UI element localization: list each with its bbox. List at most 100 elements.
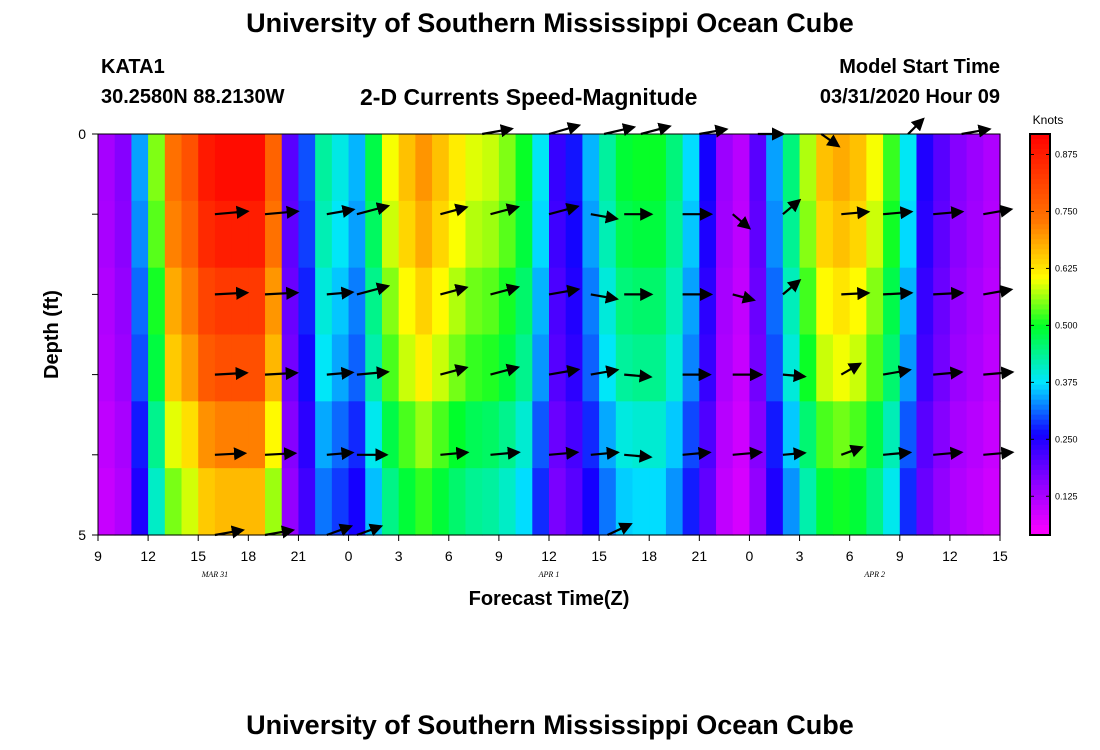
- heatmap-cell: [682, 468, 700, 536]
- x-tick-label: 18: [241, 548, 257, 564]
- heatmap-cell: [281, 468, 300, 536]
- heatmap-cell: [615, 401, 634, 469]
- current-vector: [548, 284, 581, 298]
- current-vector: [933, 446, 964, 460]
- current-vector: [840, 444, 864, 458]
- colorbar-segment: [1030, 379, 1050, 386]
- date-label: APR 1: [538, 570, 560, 579]
- heatmap-cell: [331, 468, 350, 536]
- heatmap-cell: [782, 468, 801, 536]
- colorbar: 0.875 0.750 0.625 0.500 0.375 0.250 0.125: [1029, 133, 1078, 536]
- heatmap-cell: [148, 200, 166, 269]
- heatmap-cell: [582, 468, 600, 536]
- heatmap-cell: [265, 134, 283, 202]
- current-vector: [841, 206, 871, 220]
- colorbar-tick-label: 0.625: [1055, 263, 1078, 273]
- colorbar-segment: [1030, 329, 1050, 336]
- current-vector: [640, 122, 672, 136]
- heatmap-cell: [949, 334, 968, 402]
- heatmap-cell: [866, 401, 884, 469]
- current-vector: [264, 205, 300, 219]
- colorbar-segment: [1030, 524, 1050, 531]
- heatmap-cell: [766, 468, 784, 536]
- heatmap-cell: [749, 200, 767, 269]
- heatmap-cell: [565, 267, 583, 336]
- heatmap-cell: [782, 401, 801, 469]
- heatmap-cell: [883, 468, 901, 536]
- heatmap-cell: [933, 334, 951, 402]
- heatmap-cell: [565, 200, 583, 269]
- heatmap-cell: [348, 468, 366, 536]
- heatmap-cell: [966, 468, 984, 536]
- heatmap-cell: [381, 134, 400, 202]
- colorbar-segment: [1030, 349, 1050, 356]
- heatmap-cell: [365, 134, 383, 202]
- current-vector: [820, 133, 841, 148]
- heatmap-cell: [916, 334, 934, 402]
- heatmap-cell: [131, 267, 149, 336]
- heatmap-cell: [131, 401, 149, 469]
- heatmap-cell: [214, 134, 233, 202]
- heatmap-cell: [749, 468, 767, 536]
- heatmap-cell: [198, 134, 216, 202]
- heatmap-cell: [498, 267, 517, 336]
- colorbar-segment: [1030, 234, 1050, 240]
- heatmap-cell: [448, 401, 467, 469]
- heatmap-cell: [198, 267, 216, 336]
- heatmap-cell: [766, 401, 784, 469]
- heatmap-cell: [682, 267, 700, 336]
- y-tick-label: 5: [78, 527, 86, 543]
- heatmap-cell: [231, 468, 249, 536]
- heatmap-cell: [248, 334, 266, 402]
- heatmap-cell: [983, 134, 1001, 202]
- heatmap-cell: [749, 401, 767, 469]
- heatmap-cell: [716, 200, 734, 269]
- heatmap-cell: [265, 334, 283, 402]
- current-vector: [326, 286, 355, 300]
- date-label: MAR 31: [201, 570, 228, 579]
- heatmap-cell: [983, 468, 1001, 536]
- current-vector: [214, 286, 250, 300]
- heatmap-cell: [465, 267, 483, 336]
- current-vector: [326, 523, 354, 537]
- current-vector: [624, 369, 653, 383]
- heatmap-cell: [298, 401, 316, 469]
- heatmap-cell: [231, 134, 249, 202]
- current-vector: [264, 366, 299, 381]
- heatmap-cell: [381, 200, 400, 269]
- current-vector: [731, 213, 752, 230]
- heatmap-cell: [181, 200, 199, 269]
- heatmap-cell: [816, 401, 834, 469]
- heatmap-cell: [131, 134, 149, 202]
- heatmap-cell: [114, 200, 132, 269]
- heatmap-cell: [716, 401, 734, 469]
- colorbar-tick-label: 0.250: [1055, 434, 1078, 444]
- heatmap-cell: [716, 334, 734, 402]
- heatmap-cell: [281, 334, 300, 402]
- x-tick-label: 0: [746, 548, 754, 564]
- colorbar-tick-label: 0.500: [1055, 320, 1078, 330]
- heatmap-cell: [582, 134, 600, 202]
- heatmap-cell: [398, 267, 416, 336]
- current-vector: [933, 366, 964, 380]
- heatmap-cell: [331, 334, 350, 402]
- station-id: KATA1: [101, 56, 165, 78]
- current-vector: [264, 447, 298, 461]
- heatmap-cell: [716, 468, 734, 536]
- current-vector: [782, 447, 807, 461]
- colorbar-segment: [1030, 354, 1050, 361]
- footer-title: University of Southern Mississippi Ocean…: [246, 710, 854, 740]
- heatmap-cell: [899, 401, 918, 469]
- heatmap-cell: [549, 468, 567, 536]
- colorbar-segment: [1030, 344, 1050, 351]
- heatmap-cell: [632, 334, 650, 402]
- heatmap-cell: [465, 468, 483, 536]
- colorbar-segment: [1030, 419, 1050, 426]
- heatmap-cell: [148, 267, 166, 336]
- colorbar-segment: [1030, 319, 1050, 326]
- current-vector: [214, 205, 250, 219]
- heatmap-cell: [315, 200, 333, 269]
- current-vector: [961, 124, 992, 138]
- x-tick-label: 15: [992, 548, 1008, 564]
